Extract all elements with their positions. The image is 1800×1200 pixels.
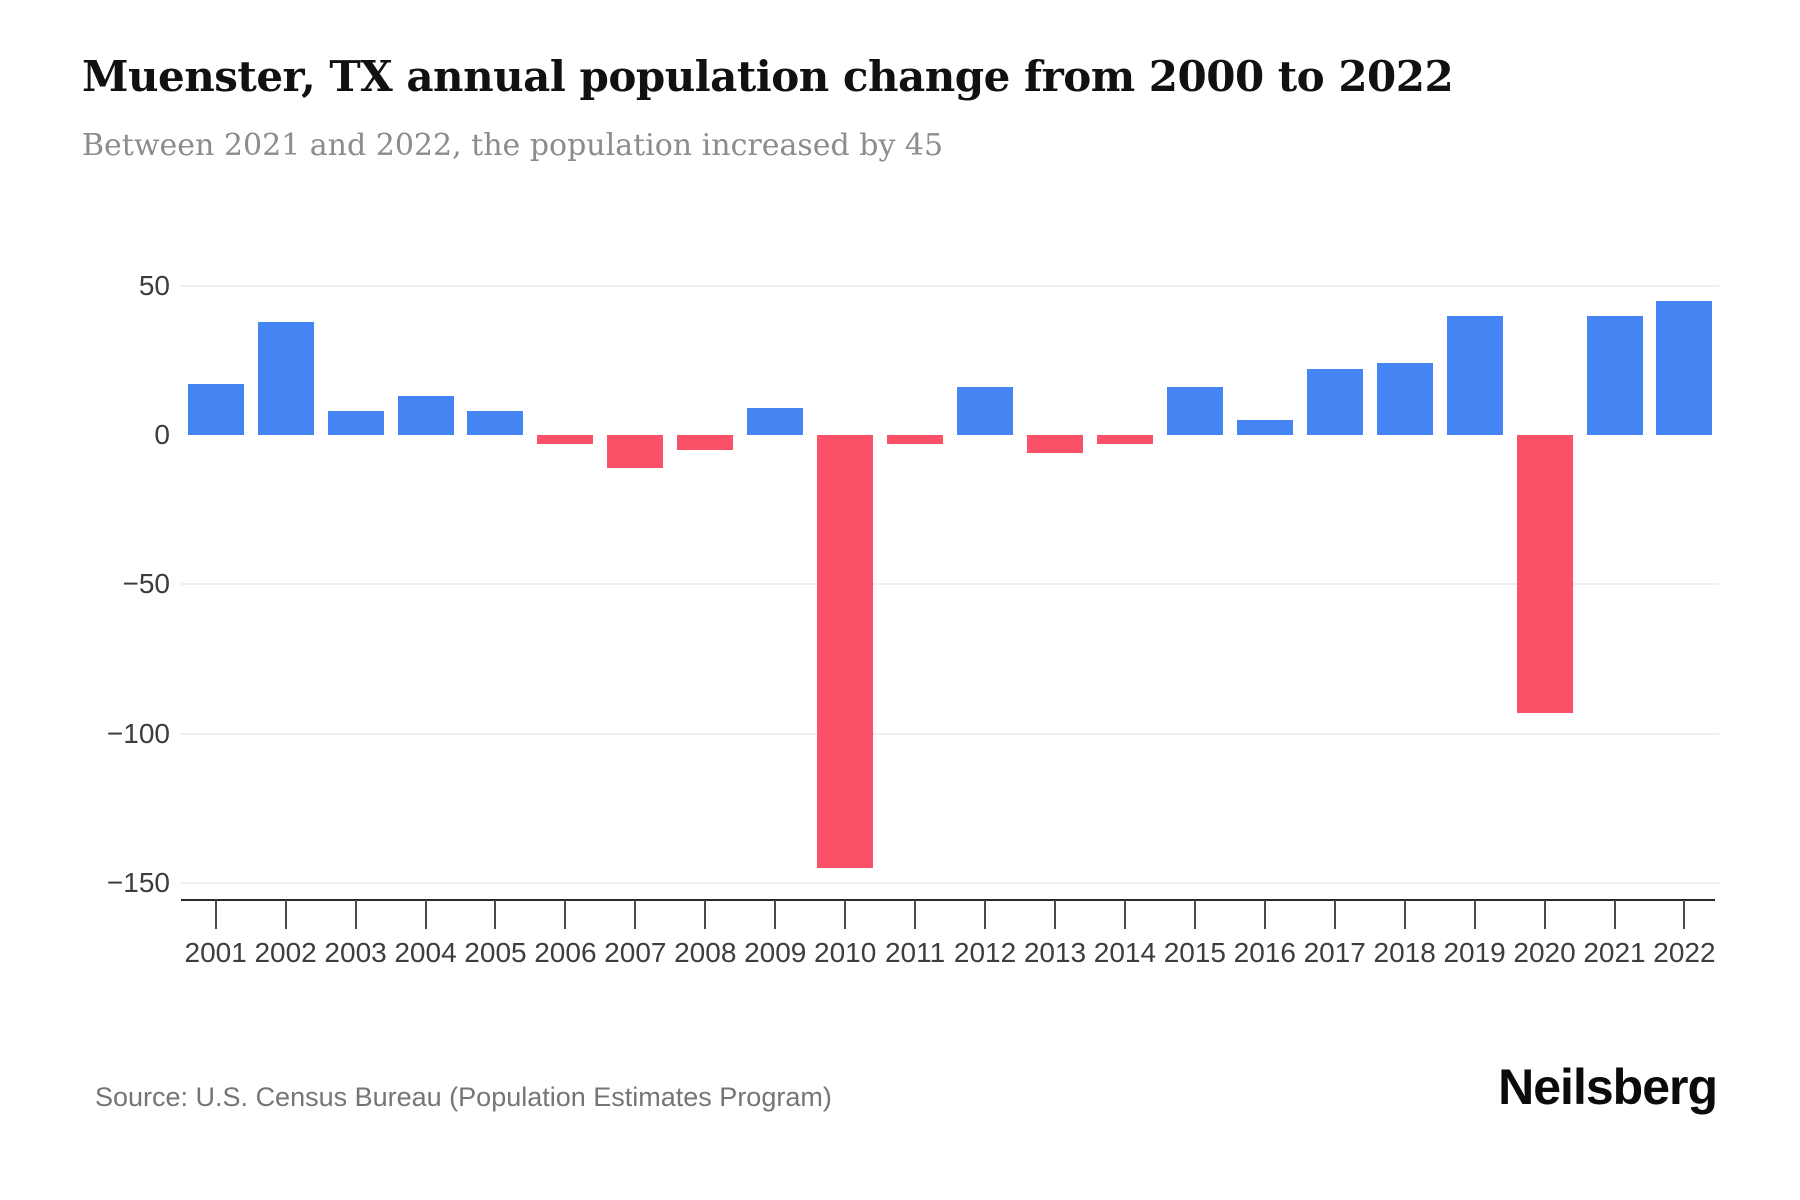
x-tick-2004 <box>424 900 427 929</box>
chart-bar-2009[interactable] <box>747 408 804 435</box>
x-tick-2007 <box>634 900 637 929</box>
chart-bar-2007[interactable] <box>607 435 664 468</box>
y-tick-label--150: −150 <box>106 867 170 898</box>
x-tick-2018 <box>1403 900 1406 929</box>
x-tick-2008 <box>704 900 707 929</box>
x-tick-2021 <box>1613 900 1616 929</box>
x-tick-label-2016: 2016 <box>1233 937 1296 968</box>
x-tick-2003 <box>354 900 357 929</box>
gridline--100 <box>181 732 1719 735</box>
chart-bar-2011[interactable] <box>887 435 944 444</box>
chart-bar-2015[interactable] <box>1166 387 1223 435</box>
chart-bar-2013[interactable] <box>1026 435 1083 453</box>
x-tick-2006 <box>564 900 567 929</box>
gridline--150 <box>181 882 1719 884</box>
x-tick-2017 <box>1333 900 1336 929</box>
x-tick-2013 <box>1053 900 1056 929</box>
x-tick-2002 <box>284 900 287 929</box>
x-tick-2015 <box>1193 900 1196 929</box>
neilsberg-logo: Neilsberg <box>1498 1059 1718 1115</box>
x-tick-2022 <box>1683 900 1686 929</box>
x-tick-label-2006: 2006 <box>534 937 597 968</box>
x-axis-line <box>181 899 1715 901</box>
chart-bar-2001[interactable] <box>187 384 244 435</box>
x-tick-label-2011: 2011 <box>884 937 946 968</box>
y-tick-label-50: 50 <box>138 269 170 301</box>
chart-bar-2022[interactable] <box>1656 300 1713 435</box>
x-tick-2001 <box>214 900 217 929</box>
chart-bar-2008[interactable] <box>677 435 734 450</box>
x-tick-label-2002: 2002 <box>254 937 317 968</box>
x-tick-2010 <box>844 900 847 929</box>
y-tick-label--100: −100 <box>106 717 170 749</box>
x-tick-2016 <box>1263 900 1266 929</box>
chart-bar-2019[interactable] <box>1446 315 1503 435</box>
chart-bar-2002[interactable] <box>257 321 314 435</box>
x-tick-2012 <box>984 900 987 929</box>
chart-bar-2006[interactable] <box>537 435 594 444</box>
chart-bar-2021[interactable] <box>1586 315 1643 435</box>
x-tick-label-2007: 2007 <box>604 937 667 968</box>
chart-bar-2005[interactable] <box>467 411 524 435</box>
x-tick-label-2014: 2014 <box>1093 937 1157 968</box>
x-tick-label-2003: 2003 <box>324 937 387 968</box>
chart-bar-2016[interactable] <box>1236 420 1293 435</box>
x-tick-label-2022: 2022 <box>1653 937 1716 968</box>
y-tick-label-0: 0 <box>154 419 170 450</box>
x-tick-label-2013: 2013 <box>1023 937 1087 968</box>
x-tick-label-2009: 2009 <box>744 937 807 968</box>
x-tick-2020 <box>1543 900 1546 929</box>
x-tick-label-2001: 2001 <box>184 937 247 968</box>
y-tick-label--50: −50 <box>122 568 171 600</box>
chart-bar-2018[interactable] <box>1376 363 1433 435</box>
x-tick-label-2019: 2019 <box>1443 937 1506 968</box>
x-tick-label-2012: 2012 <box>953 937 1017 968</box>
x-tick-2005 <box>494 900 497 929</box>
page-title: Muenster, TX annual population change fr… <box>82 52 1454 101</box>
x-tick-label-2021: 2021 <box>1583 937 1646 968</box>
x-tick-label-2020: 2020 <box>1513 937 1576 968</box>
chart-bar-2017[interactable] <box>1306 369 1363 435</box>
x-tick-label-2010: 2010 <box>814 937 877 968</box>
gridline-50 <box>181 284 1719 287</box>
chart-bar-2020[interactable] <box>1516 435 1573 713</box>
x-tick-2009 <box>774 900 777 929</box>
x-tick-2011 <box>914 900 917 929</box>
x-tick-label-2018: 2018 <box>1373 937 1436 968</box>
gridline--50 <box>181 583 1719 586</box>
x-tick-label-2017: 2017 <box>1303 937 1366 968</box>
source-note: Source: U.S. Census Bureau (Population E… <box>95 1082 832 1112</box>
x-tick-label-2005: 2005 <box>464 937 527 968</box>
x-tick-label-2008: 2008 <box>674 937 737 968</box>
chart-bar-2012[interactable] <box>957 387 1014 435</box>
chart-bar-2004[interactable] <box>397 396 454 435</box>
x-tick-2014 <box>1123 900 1126 929</box>
chart-bar-2014[interactable] <box>1096 435 1153 444</box>
chart-bar-2003[interactable] <box>327 411 384 435</box>
x-tick-label-2015: 2015 <box>1163 937 1226 968</box>
chart-bar-2010[interactable] <box>817 435 874 869</box>
x-tick-label-2004: 2004 <box>394 937 457 968</box>
page-subtitle: Between 2021 and 2022, the population in… <box>82 128 944 163</box>
x-tick-2019 <box>1473 900 1476 929</box>
